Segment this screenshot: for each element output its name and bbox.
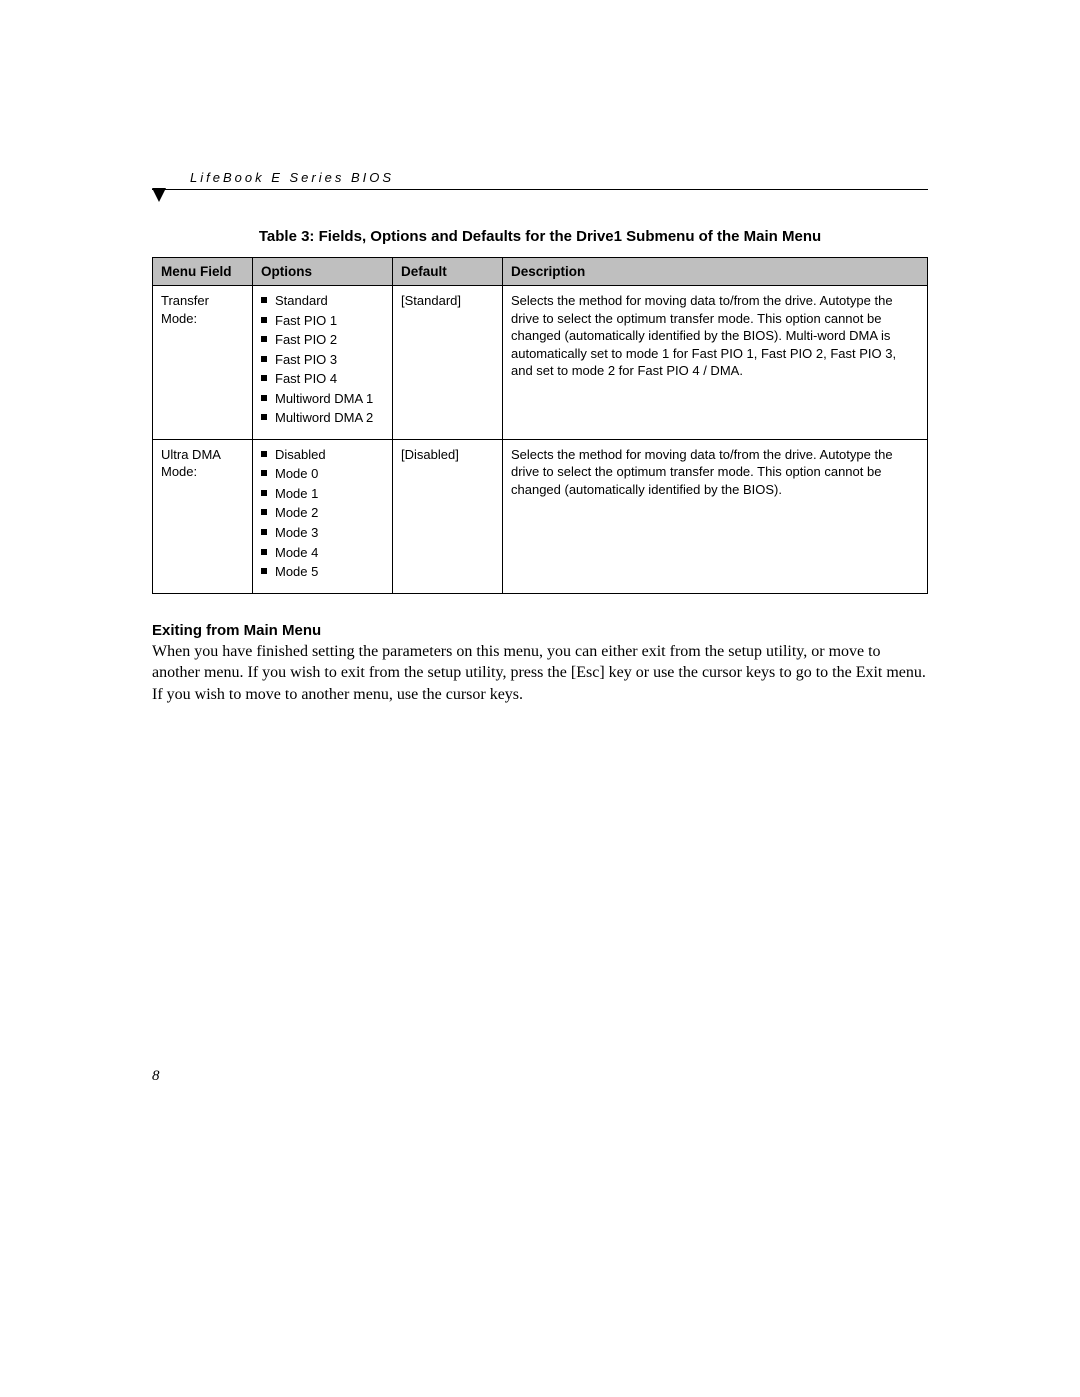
col-options: Options [253,258,393,286]
cell-description: Selects the method for moving data to/fr… [503,439,928,593]
section-title: Exiting from Main Menu [152,622,928,639]
table-caption: Table 3: Fields, Options and Defaults fo… [152,228,928,245]
cell-description: Selects the method for moving data to/fr… [503,286,928,440]
bios-table: Menu Field Options Default Description T… [152,257,928,594]
cell-menu-field: Ultra DMA Mode: [153,439,253,593]
cell-default: [Disabled] [393,439,503,593]
list-item: Fast PIO 1 [261,312,384,330]
list-item: Mode 3 [261,524,384,542]
cell-options: Standard Fast PIO 1 Fast PIO 2 Fast PIO … [253,286,393,440]
table-row: Transfer Mode: Standard Fast PIO 1 Fast … [153,286,928,440]
options-list: Disabled Mode 0 Mode 1 Mode 2 Mode 3 Mod… [261,446,384,581]
list-item: Multiword DMA 2 [261,409,384,427]
cell-options: Disabled Mode 0 Mode 1 Mode 2 Mode 3 Mod… [253,439,393,593]
head-marker-icon [152,188,166,202]
list-item: Mode 4 [261,544,384,562]
list-item: Mode 1 [261,485,384,503]
table-header-row: Menu Field Options Default Description [153,258,928,286]
col-menu-field: Menu Field [153,258,253,286]
table-row: Ultra DMA Mode: Disabled Mode 0 Mode 1 M… [153,439,928,593]
document-page: LifeBook E Series BIOS Table 3: Fields, … [0,0,1080,1397]
running-head: LifeBook E Series BIOS [152,170,928,185]
running-head-block: LifeBook E Series BIOS [152,170,928,190]
list-item: Multiword DMA 1 [261,390,384,408]
options-list: Standard Fast PIO 1 Fast PIO 2 Fast PIO … [261,292,384,427]
list-item: Disabled [261,446,384,464]
list-item: Mode 2 [261,504,384,522]
page-number: 8 [152,1068,160,1085]
list-item: Fast PIO 4 [261,370,384,388]
cell-menu-field: Transfer Mode: [153,286,253,440]
list-item: Fast PIO 2 [261,331,384,349]
list-item: Standard [261,292,384,310]
col-description: Description [503,258,928,286]
list-item: Mode 0 [261,465,384,483]
body-paragraph: When you have finished setting the param… [152,641,928,706]
col-default: Default [393,258,503,286]
head-rule [152,189,928,190]
list-item: Fast PIO 3 [261,351,384,369]
list-item: Mode 5 [261,563,384,581]
cell-default: [Standard] [393,286,503,440]
